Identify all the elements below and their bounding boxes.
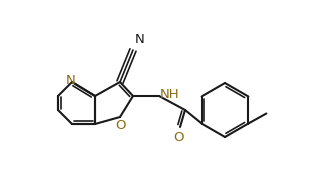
- Text: O: O: [173, 131, 183, 144]
- Text: N: N: [135, 33, 145, 46]
- Text: NH: NH: [160, 89, 180, 102]
- Text: O: O: [115, 119, 125, 132]
- Text: N: N: [66, 74, 76, 88]
